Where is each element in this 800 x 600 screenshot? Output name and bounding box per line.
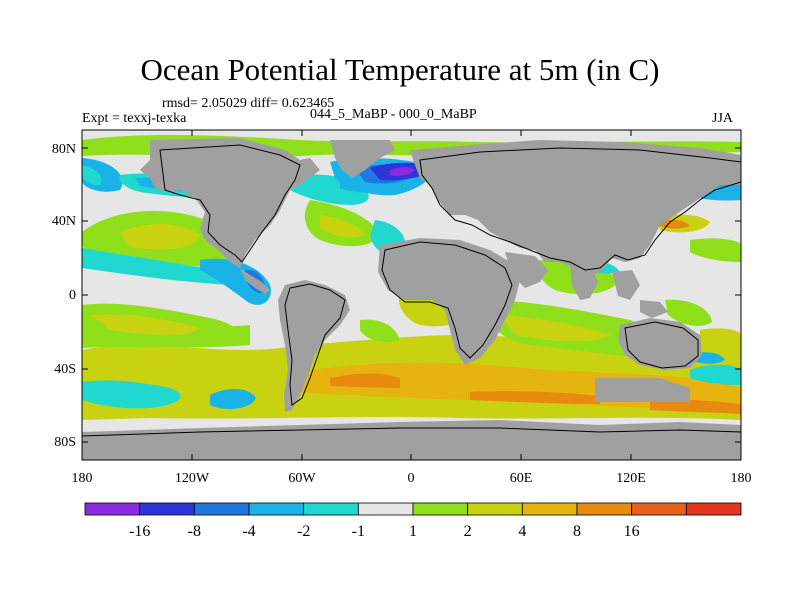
colorbar-swatch: [576, 502, 633, 516]
colorbar-swatch: [248, 502, 305, 516]
land-southern-block: [595, 378, 690, 402]
land-africa: [378, 238, 520, 365]
land-islands: [640, 300, 668, 318]
colorbar-label: 1: [409, 523, 417, 540]
stats-text: rmsd= 2.05029 diff= 0.623465: [162, 96, 335, 111]
experiment-label: Expt = texxj-texka: [82, 111, 187, 126]
colorbar-label: -4: [242, 523, 255, 540]
north-pacific-yellow: [120, 224, 200, 250]
lat-label-80n: 80N: [52, 142, 76, 157]
lon-label-60e: 60E: [510, 471, 533, 486]
coastline-africa: [381, 241, 513, 359]
land-arabia: [505, 252, 548, 288]
colorbar-label: -8: [188, 523, 201, 540]
land-south-america: [278, 280, 350, 412]
lon-label-120w: 120W: [175, 471, 210, 486]
lat-label-40s: 40S: [54, 362, 76, 377]
colorbar-swatch: [84, 502, 141, 516]
land-north-america: [140, 138, 320, 268]
colorbar-labels: -16 -8 -4 -2 -1 1 2 4 8 16: [129, 523, 640, 540]
kuroshio-hot: [660, 219, 690, 229]
north-pacific-cool-west: [82, 165, 102, 186]
hot-spot-south-b: [470, 391, 600, 404]
colorbar-label: 4: [518, 523, 526, 540]
east-pacific-cold: [200, 258, 271, 305]
north-pacific-green-east: [690, 238, 741, 262]
lon-label-180-right: 180: [731, 471, 752, 486]
colorbar-swatch: [193, 502, 250, 516]
colorbar-swatch: [521, 502, 578, 516]
colorbar-label: -2: [297, 523, 310, 540]
coastline-eurasia: [419, 147, 741, 271]
colorbar-label: 16: [624, 523, 640, 540]
atlantic-north-yellow: [320, 215, 365, 238]
lon-label-180-left: 180: [72, 471, 93, 486]
west-pacific-yellow: [700, 328, 741, 350]
lon-label-0: 0: [408, 471, 415, 486]
lat-label-0: 0: [69, 288, 76, 303]
colorbar-swatch: [467, 502, 523, 516]
coastline-north-america: [159, 144, 301, 263]
hot-spot-south-a: [330, 373, 400, 388]
colorbar-swatch: [303, 502, 359, 516]
colorbar: [84, 502, 742, 516]
coastline-outlines: [82, 144, 741, 437]
west-pacific-green: [665, 299, 712, 326]
lon-label-120e: 120E: [616, 471, 646, 486]
lon-ticks: [81, 130, 742, 460]
colorbar-swatch: [631, 502, 687, 516]
land-eurasia: [410, 140, 741, 275]
lat-label-40n: 40N: [52, 214, 76, 229]
hot-spot-south-c: [650, 399, 741, 414]
lon-label-60w: 60W: [288, 471, 316, 486]
colorbar-swatch: [412, 502, 469, 516]
colorbar-swatch: [685, 502, 742, 516]
land-central-america: [240, 268, 270, 294]
land-antarctica: [82, 420, 741, 460]
colorbar-label: -16: [129, 523, 150, 540]
land-masses: [82, 138, 741, 460]
colorbar-label: -1: [352, 523, 365, 540]
colorbar-label: 8: [573, 523, 581, 540]
land-southeast-asia: [612, 270, 640, 300]
lat-label-80s: 80S: [54, 435, 76, 450]
lat-ticks: [82, 147, 741, 443]
coastline-south-america: [284, 283, 346, 406]
colorbar-label: 2: [464, 523, 472, 540]
colorbar-swatch: [139, 502, 195, 516]
nordic-extreme: [390, 167, 415, 176]
pacific-cool-strip: [82, 248, 230, 285]
cold-patch-southwest: [82, 380, 181, 409]
land-india: [570, 266, 598, 300]
south-pacific-yellow: [90, 314, 200, 335]
lat-axis: 80N 40N 0 40S 80S: [52, 142, 741, 450]
season-label: JJA: [712, 111, 734, 126]
land-greenland: [330, 140, 395, 178]
cold-patch-southeast: [690, 364, 741, 385]
coastline-australia: [624, 321, 699, 369]
comparison-label: 044_5_MaBP - 000_0_MaBP: [310, 107, 477, 122]
indian-ocean-yellow: [500, 315, 610, 342]
map-title: Ocean Potential Temperature at 5m (in C): [140, 52, 660, 87]
land-australia: [618, 318, 702, 370]
coastline-antarctica: [82, 427, 741, 437]
lon-axis: 180 120W 60W 0 60E 120E 180: [72, 130, 752, 486]
colorbar-swatch: [357, 502, 414, 516]
south-atlantic-green: [360, 319, 400, 342]
cold-patch-southwest-2: [210, 388, 256, 410]
map-field: [82, 130, 741, 460]
